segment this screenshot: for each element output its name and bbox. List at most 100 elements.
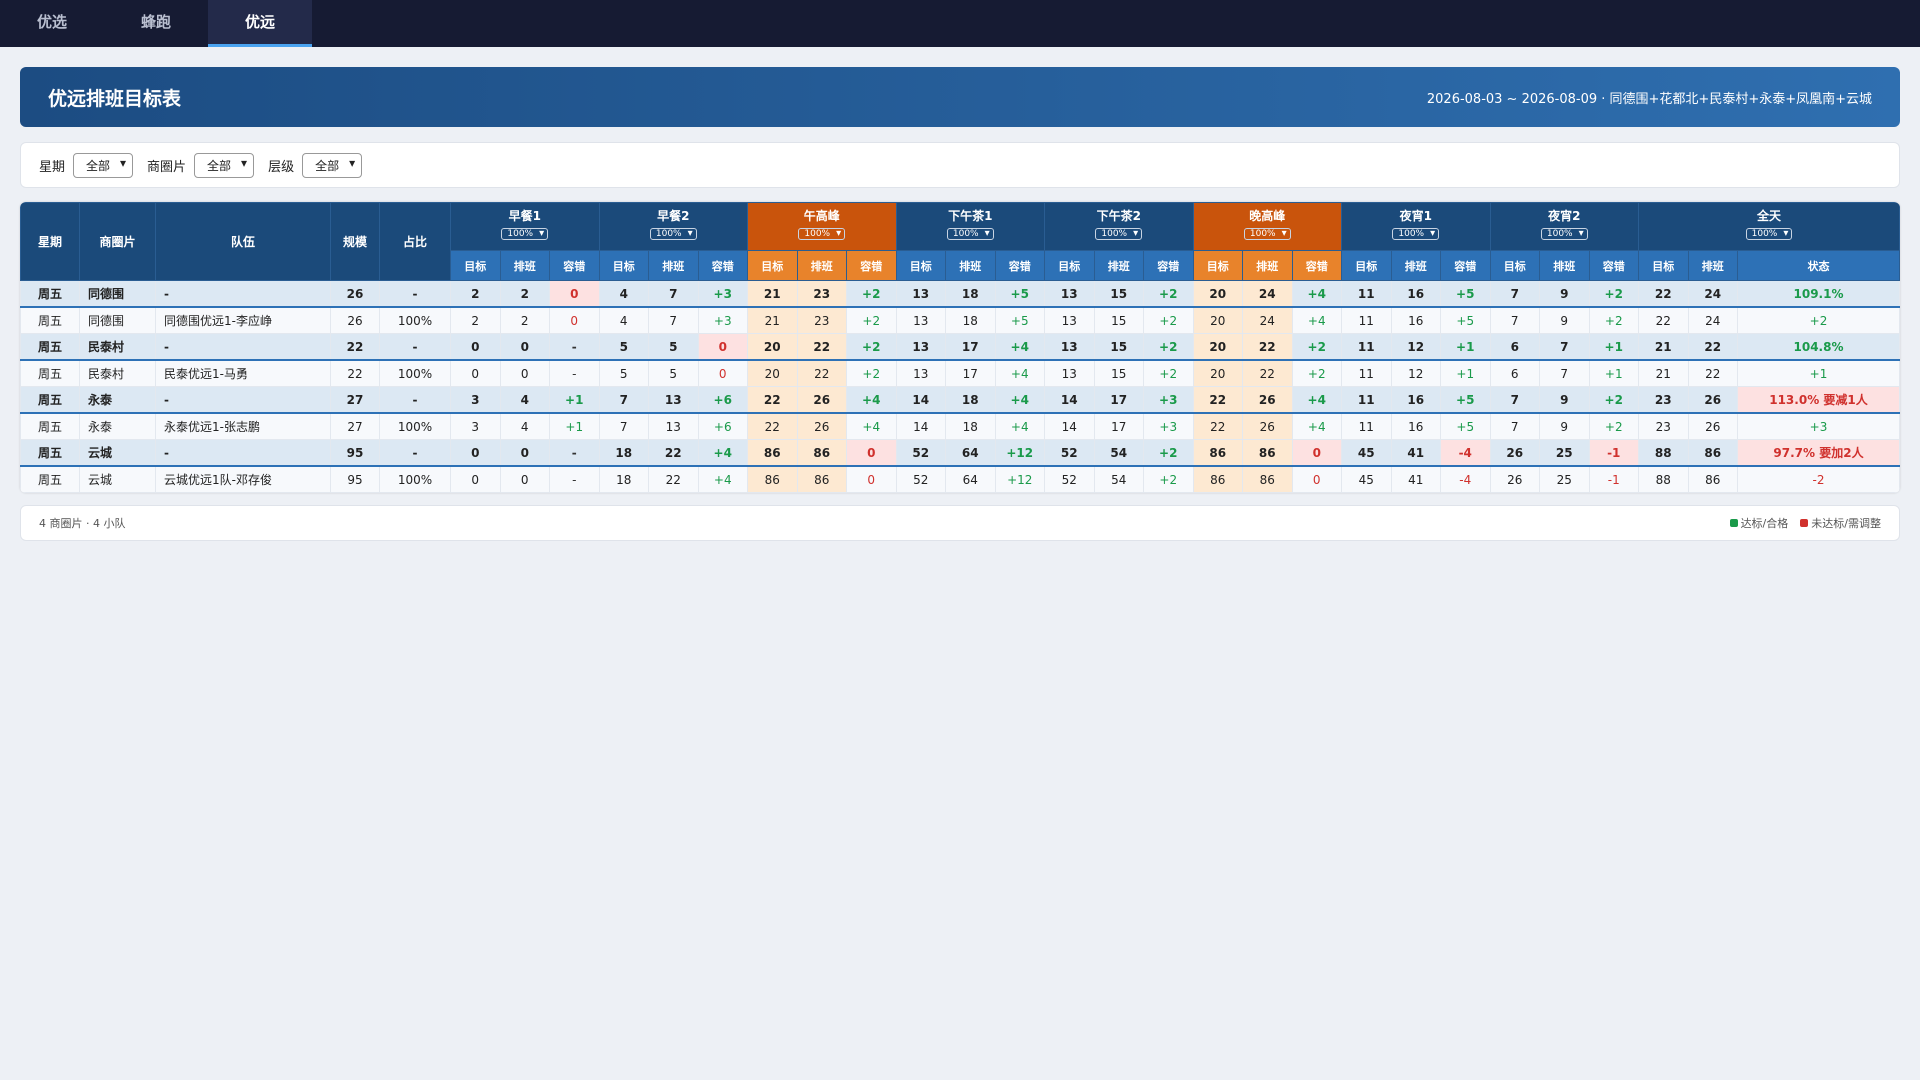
- percent-select[interactable]: 100%: [798, 228, 846, 240]
- sub-header: 排班: [796, 250, 847, 281]
- slack-cell: -4: [1440, 465, 1491, 493]
- status-cell: 109.1%: [1737, 280, 1900, 308]
- target-cell: 88: [1638, 465, 1689, 493]
- slack-cell: +2: [846, 359, 897, 387]
- sub-header: 容错: [697, 250, 748, 281]
- day-cell: 周五: [20, 359, 80, 387]
- table-row: 周五 民泰村 -22-0 0-5 5 0 20 22 +2 13 17 +4 13 15 +2 20 22 +2 1…: [20, 333, 1900, 361]
- slack-cell: +5: [1440, 280, 1491, 308]
- status-cell: +1: [1737, 359, 1900, 387]
- percent-select[interactable]: 100%: [649, 228, 697, 240]
- period-header: 下午茶2 100%: [1044, 202, 1194, 251]
- scale-cell: 26: [330, 306, 380, 334]
- target-cell: 14: [895, 412, 946, 440]
- scheduled-cell: 22: [796, 333, 847, 361]
- period-header: 夜宵2 100%: [1489, 202, 1639, 251]
- ratio-cell: 100%: [379, 306, 451, 334]
- subheader-row: 目标 排班 容错 目标 排班 容错 目标 排班 容错 目标 排班 容错 目标 排班 容错 目标 排班 容错 目标 排班…: [21, 250, 1900, 281]
- slack-cell: +3: [697, 306, 748, 334]
- date-range: 2026-08-03 ~ 2026-08-09 · 同德围+花都北+民泰村+永泰…: [1426, 91, 1872, 107]
- target-cell: 7: [1489, 306, 1540, 334]
- column-header: 星期: [20, 202, 80, 281]
- percent-select[interactable]: 100%: [1243, 228, 1291, 240]
- slack-cell: 0: [846, 439, 897, 467]
- tab[interactable]: 蜂跑: [140, 13, 171, 31]
- day-cell: 周五: [20, 306, 80, 334]
- period-name: 早餐2: [657, 209, 690, 223]
- slack-cell: +4: [1291, 412, 1342, 440]
- scheduled-cell: 86: [796, 439, 847, 467]
- slack-cell: 0: [1291, 439, 1342, 467]
- slack-cell: 0: [697, 333, 748, 361]
- period-name: 夜宵2: [1548, 209, 1581, 223]
- percent-select[interactable]: 100%: [501, 228, 549, 240]
- table-row: 周五 云城 -95-0 0-18 22 +4 86 86 0 52 64 +12 52 54 +2 86 86 0…: [20, 439, 1900, 467]
- slack-cell: +5: [1440, 412, 1491, 440]
- slack-cell: +2: [1143, 359, 1194, 387]
- scheduled-cell: 26: [1687, 412, 1738, 440]
- target-cell: 45: [1341, 439, 1392, 467]
- scheduled-cell: 24: [1242, 280, 1293, 308]
- table-row: 周五 云城 云城优远1队-邓存俊 95 100% 0 0-18 22 +4 86 86 0 52 64 +1…: [20, 465, 1900, 493]
- scheduled-cell: 7: [648, 306, 699, 334]
- ratio-cell: 100%: [379, 359, 451, 387]
- percent-select[interactable]: 100%: [1745, 228, 1793, 240]
- scheduled-cell: 0: [499, 439, 550, 467]
- target-cell: 86: [1192, 439, 1243, 467]
- status-cell: 113.0% 要减1人: [1737, 386, 1900, 414]
- target-cell: 0: [450, 439, 501, 467]
- slack-cell: +6: [697, 412, 748, 440]
- tab[interactable]: 优选: [36, 13, 67, 31]
- filter-select[interactable]: 全部: [73, 152, 134, 178]
- scheduled-cell: 22: [796, 359, 847, 387]
- slack-cell: +5: [994, 306, 1045, 334]
- slack-cell: +3: [697, 280, 748, 308]
- slack-cell: +4: [846, 412, 897, 440]
- period-name: 晚高峰: [1249, 209, 1286, 223]
- status-cell: -2: [1737, 465, 1900, 493]
- target-cell: 0: [450, 333, 501, 361]
- area-cell: 同德围: [79, 280, 156, 308]
- team-cell: -: [155, 333, 331, 361]
- slack-cell: +1: [1440, 359, 1491, 387]
- tab[interactable]: 优远: [208, 0, 312, 47]
- scheduled-cell: 9: [1539, 280, 1590, 308]
- filter-bar: 星期全部商圈片全部层级全部: [20, 142, 1900, 188]
- filter-select[interactable]: 全部: [194, 152, 255, 178]
- scheduled-cell: 86: [1242, 465, 1293, 493]
- team-cell: 永泰优远1-张志鹏: [155, 412, 331, 440]
- target-cell: 11: [1341, 306, 1392, 334]
- scheduled-cell: 54: [1093, 465, 1144, 493]
- scheduled-cell: 9: [1539, 412, 1590, 440]
- scheduled-cell: 9: [1539, 386, 1590, 414]
- day-cell: 周五: [20, 386, 80, 414]
- percent-select[interactable]: 100%: [946, 228, 994, 240]
- legend-item: 达标/合格: [1730, 517, 1789, 530]
- slack-cell: +2: [1143, 280, 1194, 308]
- slack-cell: +2: [1588, 386, 1639, 414]
- scheduled-cell: 25: [1539, 465, 1590, 493]
- filter-select[interactable]: 全部: [302, 152, 363, 178]
- target-cell: 23: [1638, 412, 1689, 440]
- target-cell: 52: [1044, 439, 1095, 467]
- percent-select[interactable]: 100%: [1392, 228, 1440, 240]
- target-cell: 20: [747, 359, 798, 387]
- percent-select[interactable]: 100%: [1095, 228, 1143, 240]
- scheduled-cell: 23: [796, 306, 847, 334]
- target-cell: 7: [1489, 386, 1540, 414]
- scheduled-cell: 86: [796, 465, 847, 493]
- slack-cell: 0: [846, 465, 897, 493]
- status-cell: +2: [1737, 306, 1900, 334]
- slack-cell: +12: [994, 439, 1045, 467]
- percent-select[interactable]: 100%: [1540, 228, 1588, 240]
- slack-cell: +2: [846, 306, 897, 334]
- scheduled-cell: 26: [796, 412, 847, 440]
- slack-cell: +1: [1588, 359, 1639, 387]
- ratio-cell: -: [379, 386, 451, 414]
- slack-cell: +4: [1291, 280, 1342, 308]
- scheduled-cell: 18: [945, 280, 996, 308]
- scheduled-cell: 12: [1390, 333, 1441, 361]
